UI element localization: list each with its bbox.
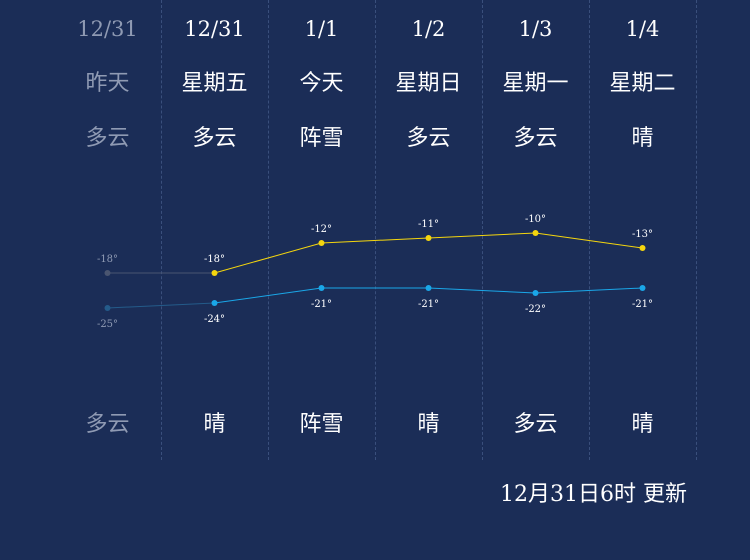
low-temp-segment — [107, 302, 215, 309]
column-divider — [375, 0, 376, 460]
day-column: 1/1 今天 阵雪 阵雪 — [268, 0, 375, 460]
high-temp-segment — [214, 242, 322, 274]
night-condition: 多云 — [513, 412, 558, 437]
high-temp-point — [104, 270, 111, 276]
column-divider — [696, 0, 697, 460]
low-temp-label: -22° — [525, 304, 546, 315]
day-condition: 多云 — [85, 126, 130, 151]
day-column: 12/31 星期五多云晴 — [161, 0, 268, 460]
day-date: 12/31 — [77, 17, 138, 41]
high-temp-label: -12° — [311, 224, 332, 235]
high-temp-point — [639, 245, 646, 251]
high-temp-point — [532, 230, 539, 236]
low-temp-point — [104, 305, 111, 311]
low-temp-label: -24° — [204, 314, 225, 325]
low-temp-point — [532, 290, 539, 296]
high-temp-point — [425, 235, 432, 241]
low-temp-segment — [214, 287, 322, 304]
day-weekday: 星期二 — [609, 71, 676, 96]
high-temp-label: -18° — [97, 254, 118, 265]
high-temp-label: -10° — [525, 214, 546, 225]
column-divider — [589, 0, 590, 460]
update-time: 12月31日6时 更新 — [500, 482, 687, 507]
column-divider — [482, 0, 483, 460]
day-condition: 阵雪 — [299, 126, 344, 151]
night-condition: 阵雪 — [299, 412, 344, 437]
low-temp-segment — [535, 287, 643, 294]
night-condition: 晴 — [631, 412, 654, 437]
day-condition: 多云 — [513, 126, 558, 151]
high-temp-segment — [428, 232, 536, 239]
day-weekday: 星期五 — [181, 71, 248, 96]
day-date: 1/1 — [304, 17, 339, 41]
day-condition: 多云 — [192, 126, 237, 151]
day-column: 1/2 星期日多云晴 — [375, 0, 482, 460]
day-column: 1/4 星期二晴晴 — [589, 0, 696, 460]
night-condition: 晴 — [417, 412, 440, 437]
high-temp-point — [211, 270, 218, 276]
low-temp-point — [639, 285, 646, 291]
day-column: 1/3 星期一 多云 多云 — [482, 0, 589, 460]
low-temp-label: -25° — [97, 319, 118, 330]
day-condition: 晴 — [631, 126, 654, 151]
day-date: 1/4 — [625, 17, 660, 41]
day-condition: 多云 — [406, 126, 451, 151]
day-weekday: 星期日 — [395, 71, 462, 96]
low-temp-label: -21° — [311, 299, 332, 310]
high-temp-segment — [535, 232, 643, 249]
day-weekday: 昨天 — [85, 71, 130, 96]
temperature-chart: -18° -25° -18° -24° -12° -21° -11° -21° -10° -22°… — [97, 214, 653, 330]
low-temp-point — [318, 285, 325, 291]
low-temp-point — [211, 300, 218, 306]
day-date: 12/31 — [184, 17, 245, 41]
low-temp-segment — [428, 287, 536, 294]
high-temp-label: -11° — [418, 219, 439, 230]
low-temp-point — [425, 285, 432, 291]
day-date: 1/3 — [518, 17, 553, 41]
high-temp-segment — [321, 237, 429, 244]
day-date: 1/2 — [411, 17, 446, 41]
low-temp-label: -21° — [418, 299, 439, 310]
day-column: 12/31 昨天 多云 多云 — [54, 0, 161, 460]
high-temp-label: -13° — [632, 229, 653, 240]
day-weekday: 星期一 — [502, 71, 569, 96]
night-condition: 晴 — [203, 412, 226, 437]
column-divider — [268, 0, 269, 460]
high-temp-point — [318, 240, 325, 246]
low-temp-label: -21° — [632, 299, 653, 310]
night-condition: 多云 — [85, 412, 130, 437]
high-temp-label: -18° — [204, 254, 225, 265]
day-weekday: 今天 — [299, 71, 344, 96]
column-divider — [161, 0, 162, 460]
